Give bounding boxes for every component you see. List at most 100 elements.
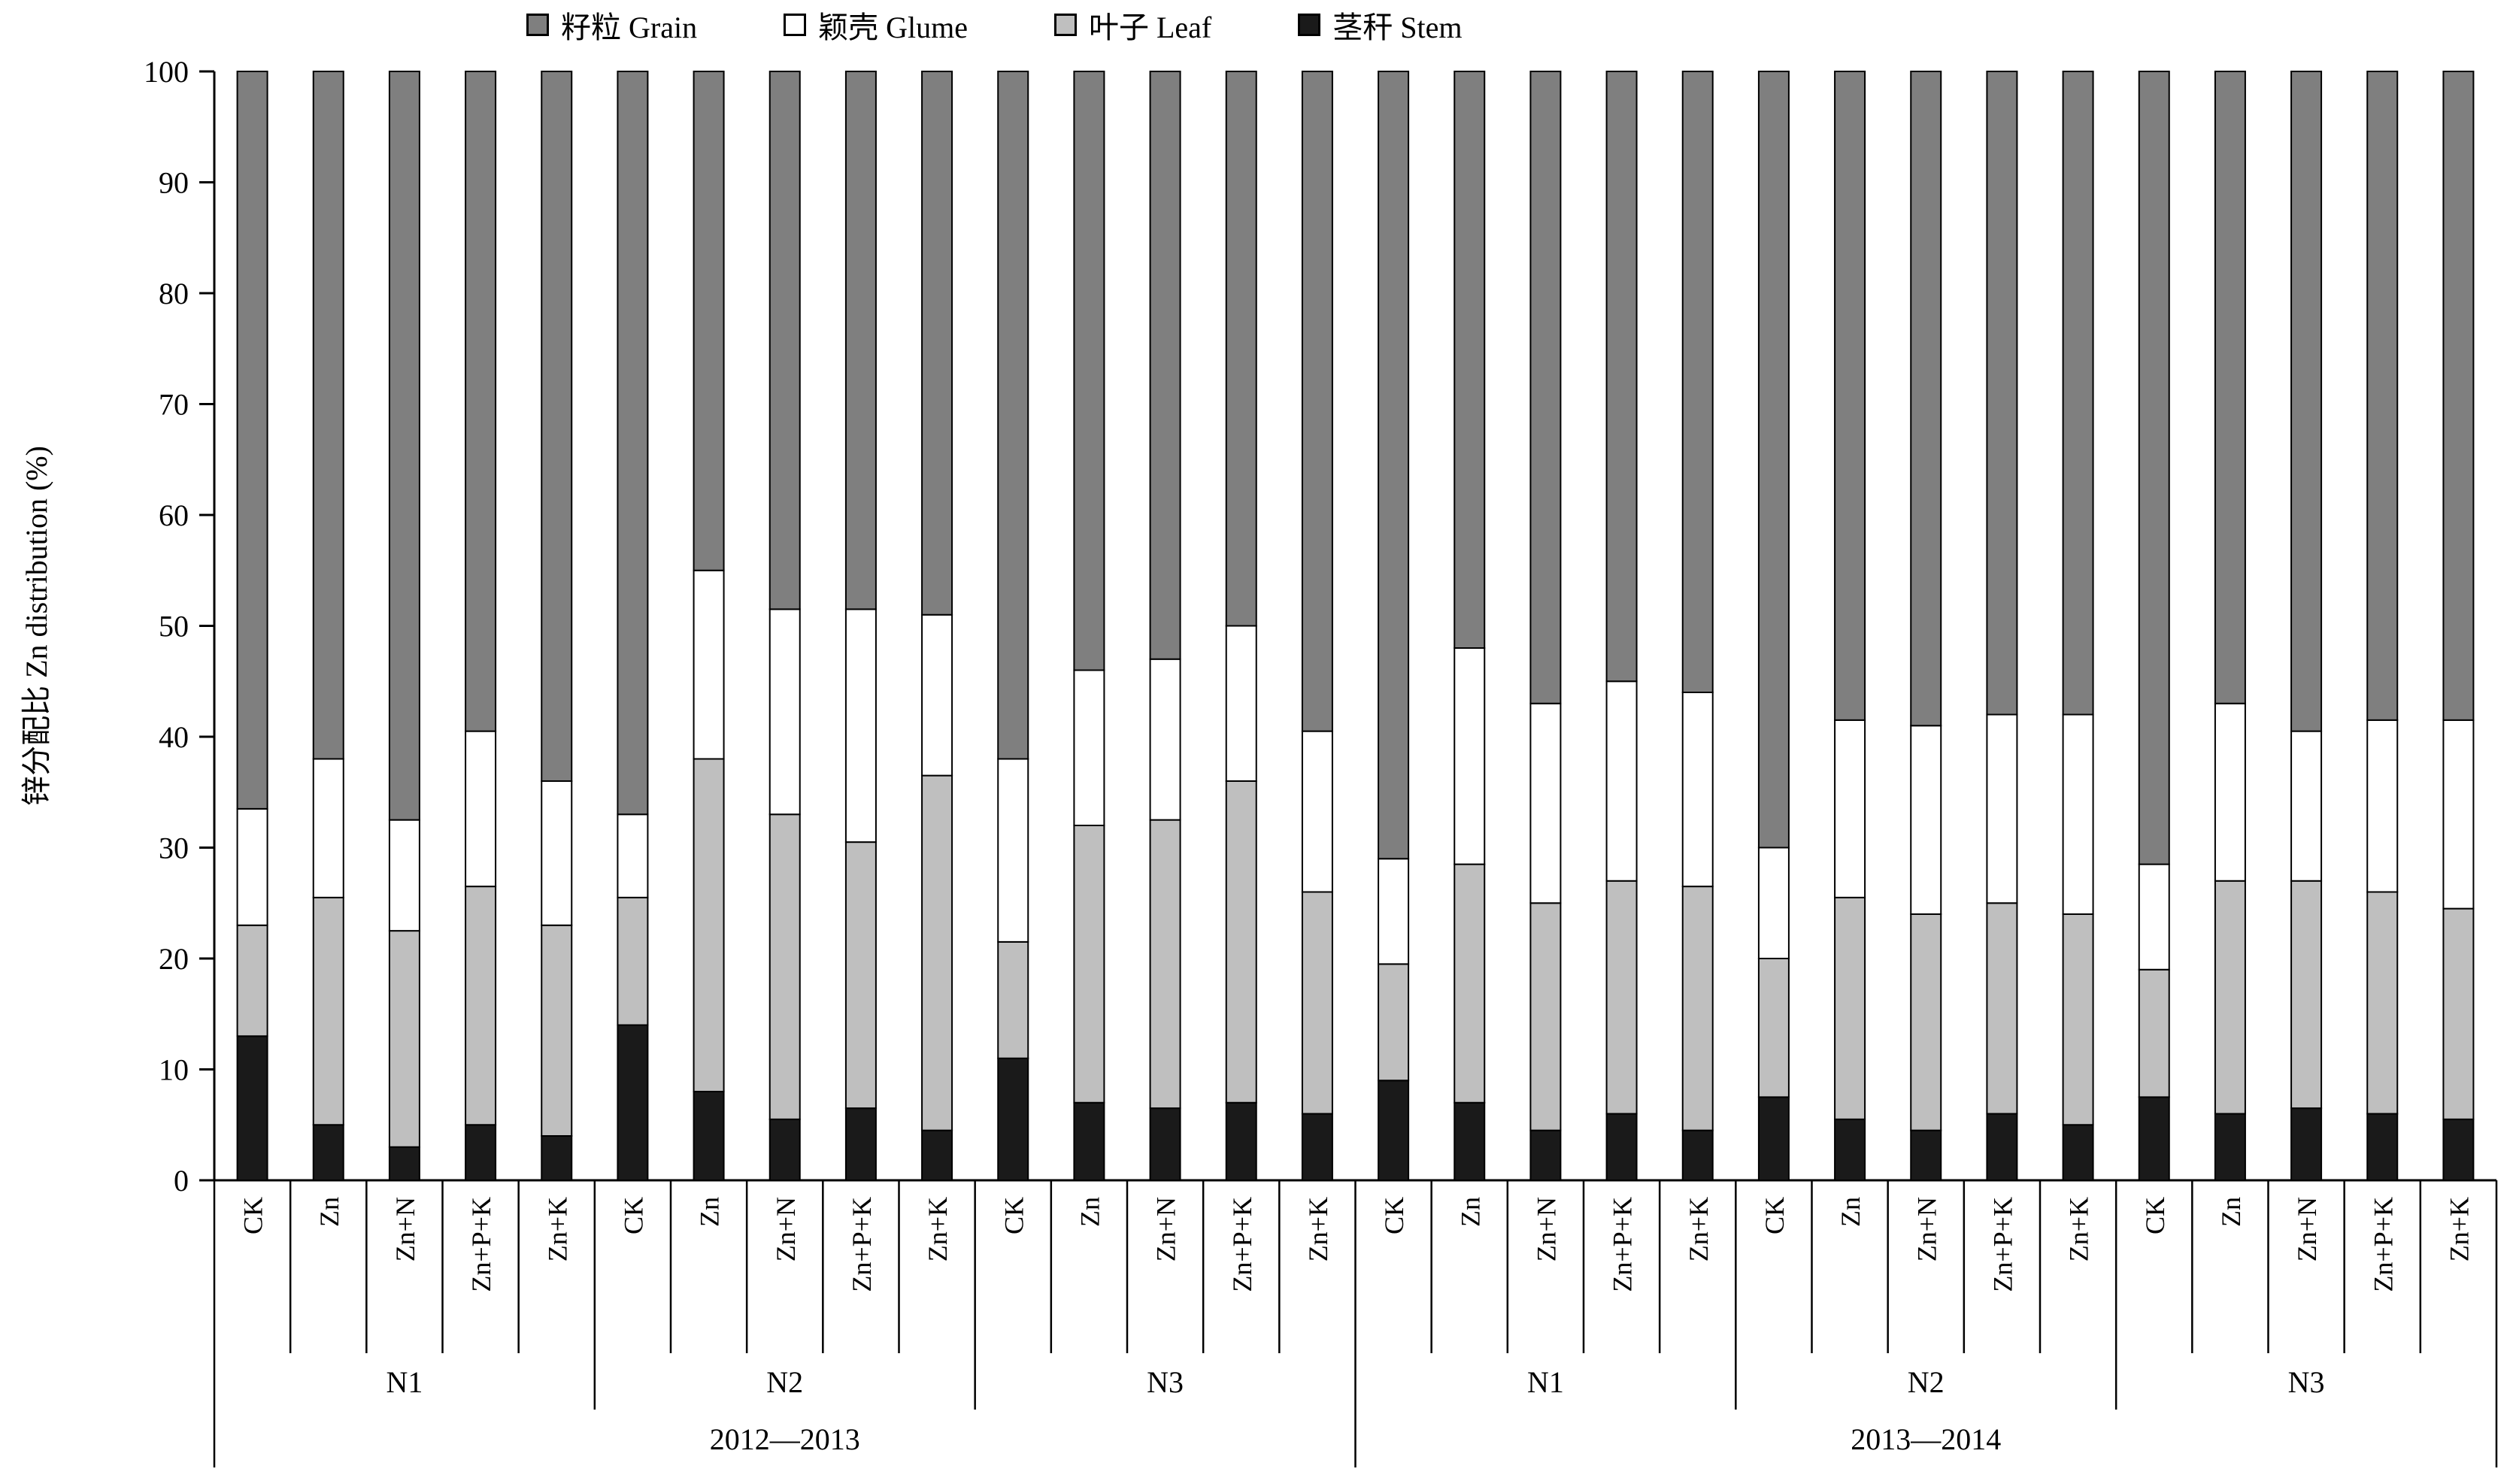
bar-segment-leaf <box>1073 825 1105 1104</box>
bar-segment-glume <box>1986 713 2018 904</box>
treatment-label: Zn+P+K <box>1608 1197 1638 1292</box>
bar-segment-grain <box>997 71 1029 760</box>
plot-area: 0 10 20 30 40 50 60 70 80 90 100 锌分配比 Zn distributi… <box>20 55 2498 1467</box>
y-axis-title: 锌分配比 Zn distribution (%) <box>20 446 53 806</box>
bar-segment-glume <box>2442 719 2475 910</box>
n-level-label: N2 <box>1908 1365 1945 1399</box>
bar-segment-leaf <box>2442 907 2475 1120</box>
bar-segment-grain <box>1454 71 1486 649</box>
n-level-label: N1 <box>386 1365 423 1399</box>
bar-segment-leaf <box>1225 780 1257 1104</box>
bar-segment-leaf <box>1834 896 1866 1120</box>
bar-segment-leaf <box>2062 913 2094 1126</box>
bar-segment-glume <box>1225 625 1257 782</box>
treatment-label: Zn+N <box>1531 1197 1561 1261</box>
bar-segment-grain <box>2138 71 2170 865</box>
bar-segment-grain <box>1073 71 1105 671</box>
legend-item-glume: 颖壳 Glume <box>784 3 968 47</box>
bar-segment-leaf <box>2366 891 2399 1115</box>
bar-segment-glume <box>1910 725 1942 915</box>
y-tick-label: 30 <box>159 831 189 865</box>
legend-item-leaf: 叶子 Leaf <box>1053 3 1212 47</box>
y-tick-label: 80 <box>159 277 189 310</box>
bar-segment-stem <box>1986 1113 2018 1181</box>
bar-segment-leaf <box>693 758 725 1092</box>
y-tick-label: 20 <box>159 942 189 976</box>
bar-segment-stem <box>1225 1101 1257 1181</box>
bar-segment-stem <box>1757 1096 1790 1181</box>
bar-segment-grain <box>388 71 420 821</box>
bar-segment-glume <box>1605 680 1638 882</box>
treatment-label: Zn+P+K <box>1227 1197 1257 1292</box>
bar-segment-stem <box>1454 1101 1486 1181</box>
bar-segment-leaf <box>1301 891 1333 1115</box>
treatment-label: Zn+K <box>923 1197 953 1261</box>
bar-segment-leaf <box>1149 819 1181 1110</box>
bar-segment-grain <box>236 71 268 810</box>
treatment-label: Zn+K <box>1684 1197 1714 1261</box>
treatment-label: Zn <box>2216 1197 2246 1227</box>
bar-segment-leaf <box>1986 902 2018 1115</box>
grain-swatch-icon <box>526 14 549 36</box>
bar-segment-stem <box>1681 1129 1714 1181</box>
n-level-label: N3 <box>2288 1365 2325 1399</box>
treatment-label: Zn+P+K <box>2368 1197 2398 1292</box>
bar-segment-grain <box>844 71 877 610</box>
bar-segment-glume <box>768 608 801 816</box>
legend-item-stem: 茎秆 Stem <box>1298 3 1462 47</box>
treatment-label: Zn+P+K <box>466 1197 496 1292</box>
bar-segment-leaf <box>2290 880 2323 1110</box>
bar-segment-stem <box>617 1024 649 1181</box>
bar-segment-stem <box>465 1124 497 1181</box>
bar-segment-stem <box>2214 1113 2246 1181</box>
bar-segment-glume <box>921 613 953 777</box>
y-tick-label: 10 <box>159 1053 189 1087</box>
n-level-label: N2 <box>766 1365 803 1399</box>
bar-segment-grain <box>1605 71 1638 683</box>
bar-segment-glume <box>2366 719 2399 893</box>
bar-segment-stem <box>1529 1129 1562 1181</box>
treatment-label: Zn <box>1455 1197 1485 1227</box>
bar-segment-leaf <box>465 886 497 1126</box>
treatment-label: Zn+K <box>2064 1197 2094 1261</box>
bar-segment-grain <box>1149 71 1181 660</box>
treatment-label: Zn+P+K <box>1987 1197 2017 1292</box>
bar-segment-leaf <box>2214 880 2246 1115</box>
legend-label-leaf: 叶子 Leaf <box>1088 11 1212 44</box>
bar-segment-glume <box>1529 702 1562 904</box>
bar-segment-grain <box>2290 71 2323 732</box>
legend-label-grain: 籽粒 Grain <box>561 11 698 44</box>
treatment-label: Zn <box>1835 1197 1866 1227</box>
bar-segment-grain <box>465 71 497 732</box>
bar-segment-stem <box>2366 1113 2399 1181</box>
bar-segment-grain <box>1378 71 1410 860</box>
bar-segment-glume <box>1454 647 1486 865</box>
bar-segment-glume <box>1681 692 1714 888</box>
treatment-label: Zn+K <box>542 1197 572 1261</box>
bar-segment-leaf <box>768 813 801 1120</box>
bar-segment-glume <box>1301 730 1333 893</box>
bar-segment-glume <box>1834 719 1866 898</box>
bar-segment-grain <box>2366 71 2399 721</box>
bar-segment-grain <box>312 71 344 760</box>
y-tick-label: 40 <box>159 720 189 754</box>
bar-segment-stem <box>1149 1107 1181 1181</box>
n-level-label: N3 <box>1147 1365 1184 1399</box>
bar-segment-glume <box>541 780 573 926</box>
bar-segment-stem <box>1605 1113 1638 1181</box>
treatment-label: CK <box>1760 1197 1790 1234</box>
bar-segment-stem <box>1378 1080 1410 1181</box>
treatment-label: Zn+N <box>771 1197 801 1261</box>
bar-segment-grain <box>1757 71 1790 849</box>
y-tick-label: 60 <box>159 498 189 532</box>
bar-segment-grain <box>2214 71 2246 704</box>
bar-segment-stem <box>2442 1118 2475 1181</box>
bar-segment-glume <box>2062 713 2094 915</box>
bar-segment-stem <box>388 1146 420 1181</box>
bar-segment-leaf <box>1378 963 1410 1082</box>
bar-segment-glume <box>1378 858 1410 965</box>
treatment-label: Zn <box>695 1197 725 1227</box>
y-tick-label: 50 <box>159 610 189 644</box>
bar-segment-leaf <box>1757 958 1790 1098</box>
bar-segment-glume <box>465 730 497 888</box>
